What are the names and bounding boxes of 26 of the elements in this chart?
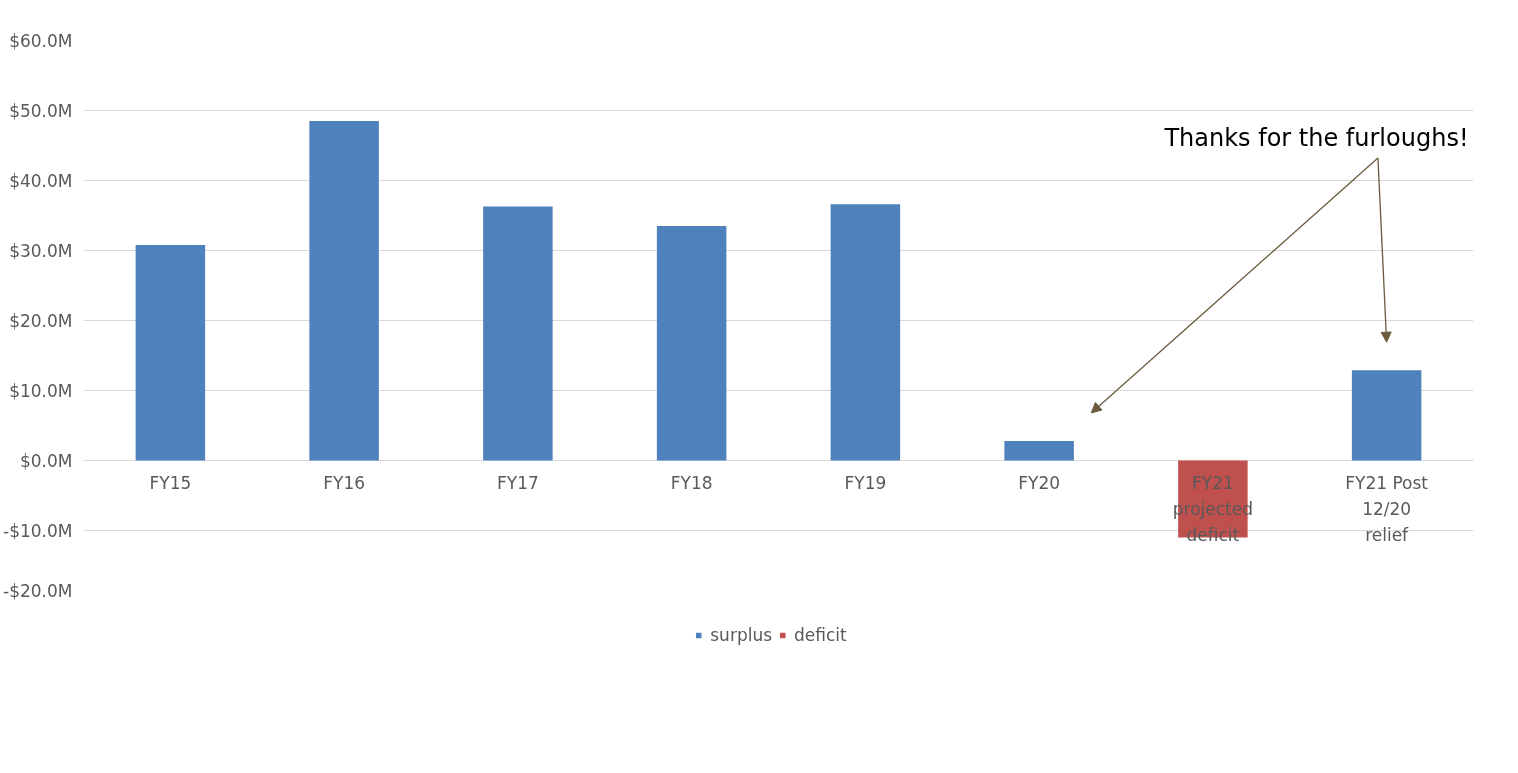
annotation: Thanks for the furloughs! (1163, 124, 1469, 153)
bar (135, 244, 206, 461)
x-tick-label: FY20 (1018, 472, 1061, 493)
x-tick-label: FY16 (323, 472, 366, 493)
y-tick-label: $30.0M (9, 240, 73, 261)
y-tick-label: $60.0M (9, 30, 73, 51)
y-tick-label: $40.0M (9, 170, 73, 191)
x-tick-label: FY17 (496, 472, 539, 493)
y-tick-label: -$10.0M (3, 520, 73, 541)
x-tick-label: FY15 (149, 472, 192, 493)
legend-label: surplus (710, 625, 773, 645)
bar (656, 226, 727, 461)
legend-label: deficit (794, 625, 847, 645)
y-tick-label: -$20.0M (3, 580, 73, 601)
x-tick-label: FY21 Post 12/20 relief (1345, 472, 1429, 545)
y-tick-label: $20.0M (9, 310, 73, 331)
bar (309, 121, 379, 461)
bar (830, 204, 901, 461)
y-tick-label: $10.0M (9, 380, 73, 401)
x-tick-label: FY19 (844, 472, 887, 493)
bar (1351, 370, 1422, 461)
bar (483, 206, 553, 461)
y-tick-label: $0.0M (19, 450, 73, 471)
y-tick-label: $50.0M (9, 100, 73, 121)
x-tick-label: FY18 (670, 472, 713, 493)
bar (1004, 440, 1074, 461)
